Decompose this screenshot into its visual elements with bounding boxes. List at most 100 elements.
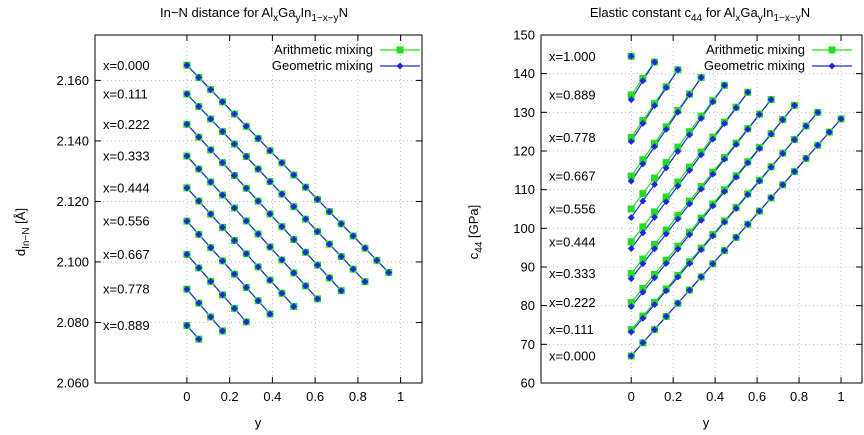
right-geo-point (674, 147, 682, 155)
left-geo-point (195, 165, 203, 173)
right-geo-point (767, 194, 775, 202)
left-geo-point (219, 257, 227, 265)
left-x-tick-label: 0 (183, 389, 190, 404)
left-geo-point (373, 256, 381, 264)
right-y-tick-label: 110 (514, 182, 535, 197)
right-group-label: x=0.778 (549, 130, 596, 145)
right-geo-point (674, 182, 682, 190)
left-x-tick-label: 0.6 (306, 389, 324, 404)
right-geo-point (755, 207, 763, 215)
right-geo-point (639, 229, 647, 237)
left-geo-point (219, 291, 227, 299)
right-geo-point (685, 231, 693, 239)
left-geo-point (290, 235, 298, 243)
left-geo-point (230, 237, 238, 245)
left-geo-point (207, 244, 215, 252)
left-group-label: x=0.333 (103, 149, 150, 164)
right-arith-point (627, 270, 635, 278)
right-group-label: x=0.556 (549, 202, 596, 217)
left-geo-point (290, 171, 298, 179)
left-geo-point (266, 276, 274, 284)
right-geo-point (744, 88, 752, 96)
left-geo-point (183, 322, 191, 330)
right-geo-point (709, 98, 717, 106)
left-geo-point (290, 302, 298, 310)
right-geo-point (767, 96, 775, 104)
right-geo-point (709, 260, 717, 268)
left-geo-point (230, 140, 238, 148)
right-geo-point (627, 244, 635, 252)
right-geo-point (685, 91, 693, 99)
right-x-tick-label: 0.8 (790, 389, 808, 404)
right-chart-title: Elastic constant c44 for AlxGayIn1−x−yN (590, 5, 810, 24)
right-y-tick-label: 100 (513, 221, 535, 236)
left-geo-point (266, 178, 274, 186)
right-geo-point (627, 96, 635, 104)
right-y-tick-label: 60 (521, 376, 535, 391)
right-geo-point (697, 151, 705, 159)
left-geo-point (230, 270, 238, 278)
right-geo-point (639, 197, 647, 205)
left-geo-point (254, 230, 262, 238)
left-group-labels: x=0.000 x=0.111 x=0.222 x=0.333 x=0.444 x=0.5… (103, 58, 150, 333)
left-geo-point (325, 208, 333, 216)
right-arith-point (627, 91, 635, 99)
left-legend: Arithmetic mixing Geometric mixing (272, 42, 420, 73)
right-arith-point (674, 178, 682, 186)
right-geo-point (651, 274, 659, 282)
right-plot-frame (540, 34, 863, 384)
right-arith-point (627, 299, 635, 307)
left-geo-point (278, 256, 286, 264)
right-geo-point (779, 116, 787, 124)
right-group-label: x=0.889 (549, 87, 596, 102)
right-y-tick-label: 90 (521, 260, 535, 275)
right-geo-point (814, 141, 822, 149)
left-geo-point (337, 253, 345, 261)
right-arith-point (662, 226, 670, 234)
right-y-tick-label: 80 (521, 298, 535, 313)
right-y-ticks: 60 70 80 90 100 110 120 130 140 150 (513, 28, 862, 391)
right-y-axis-label: c44 [GPa] (466, 205, 485, 259)
right-geo-point (662, 312, 670, 320)
right-geo-point (674, 215, 682, 223)
right-geo-point (790, 136, 798, 144)
left-geo-point (278, 159, 286, 167)
left-geo-point (302, 248, 310, 256)
left-geo-point (254, 197, 262, 205)
right-legend-geo-label: Geometric mixing (704, 58, 805, 73)
left-group-label: x=0.889 (103, 318, 150, 333)
right-arith-point (651, 241, 659, 249)
right-geo-point (709, 202, 717, 210)
left-geo-point (266, 147, 274, 155)
right-group-label: x=1.000 (549, 49, 596, 64)
left-geo-point (219, 159, 227, 167)
right-geo-point (744, 220, 752, 228)
right-geo-point (720, 247, 728, 255)
right-geo-point (685, 259, 693, 267)
right-geo-point (627, 214, 635, 222)
left-geo-point (195, 197, 203, 205)
right-geo-point (639, 160, 647, 168)
right-arith-point (639, 190, 647, 198)
left-geo-line (186, 187, 295, 307)
right-group-label: x=0.333 (549, 266, 596, 281)
right-geo-point (697, 246, 705, 254)
right-geo-point (825, 128, 833, 136)
right-geo-point (651, 102, 659, 110)
right-geo-point (767, 130, 775, 138)
left-x-ticks: 0 0.2 0.4 0.6 0.8 1 (183, 35, 404, 404)
right-geo-point (720, 81, 728, 89)
left-y-tick-label: 2.100 (56, 254, 89, 269)
right-arith-point (651, 208, 659, 216)
right-geo-point (651, 245, 659, 253)
left-geo-point (302, 183, 310, 191)
right-geo-point (744, 159, 752, 167)
right-x-tick-label: 1 (837, 389, 844, 404)
right-geo-point (627, 52, 635, 60)
right-geo-point (662, 198, 670, 206)
right-geo-point (755, 144, 763, 152)
left-y-tick-label: 2.140 (56, 133, 89, 148)
right-geo-point (651, 58, 659, 66)
right-geo-point (720, 188, 728, 196)
